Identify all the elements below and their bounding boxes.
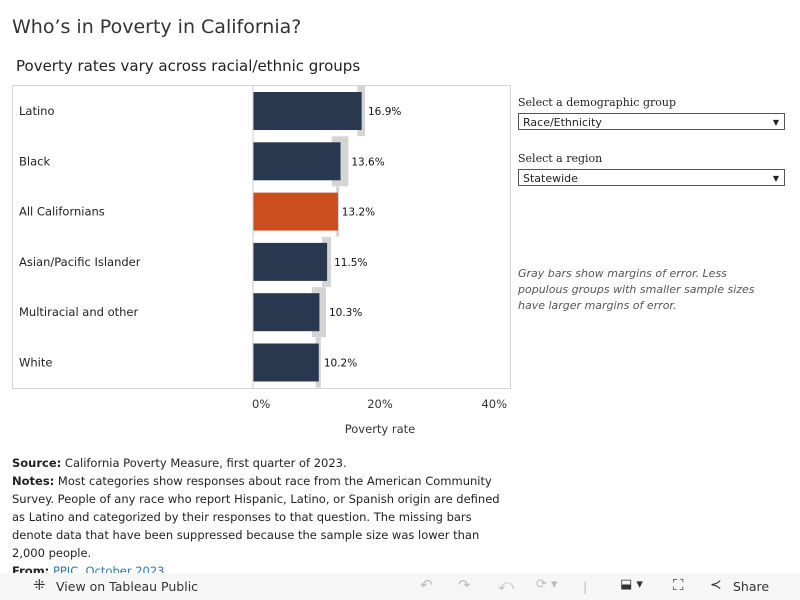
x-tick-label: 20% — [367, 397, 393, 411]
tableau-toolbar: ⁜ View on Tableau Public ↶ ↷ ⤺ ⟳ ▾ | ⬓ ▾… — [0, 573, 800, 600]
source-label: Source: — [12, 456, 62, 470]
fullscreen-icon[interactable]: ⛶ — [673, 576, 684, 594]
x-tick-label: 0% — [252, 397, 270, 411]
data-label: 11.5% — [334, 257, 367, 269]
bar-chart: Latino 16.9% Black 13.6% All Californians 13.… — [19, 86, 401, 388]
refresh-icon[interactable]: ⟳ ▾ — [536, 577, 558, 592]
dropdown-arrow-icon: ▼ — [772, 174, 779, 183]
x-axis-title: Poverty rate — [345, 422, 416, 436]
region-select[interactable]: Statewide ▼ — [518, 169, 785, 186]
category-label: Multiracial and other — [19, 305, 139, 319]
data-label: 16.9% — [368, 106, 401, 118]
dropdown-arrow-icon: ▼ — [772, 118, 779, 127]
notes-text: Most categories show responses about rac… — [12, 474, 500, 560]
share-icon[interactable]: ≺ — [710, 577, 722, 593]
category-label: All Californians — [19, 205, 105, 219]
bar — [253, 92, 362, 130]
data-label: 10.2% — [324, 358, 357, 370]
margin-of-error-note: Gray bars show margins of error. Less po… — [518, 267, 755, 312]
x-axis: 0% 20% 40% Poverty rate — [252, 397, 507, 436]
undo-icon[interactable]: ↶ — [420, 576, 433, 594]
toolbar-divider: | — [583, 579, 588, 594]
category-label: Latino — [19, 104, 54, 118]
data-label: 10.3% — [329, 307, 362, 319]
x-tick-label: 40% — [481, 397, 507, 411]
chart-plot-area: Latino 16.9% Black 13.6% All Californians 13.… — [12, 85, 511, 389]
page-title: Who’s in Poverty in California? — [12, 16, 302, 38]
bar — [253, 142, 341, 181]
group-filter-label: Select a demographic group — [518, 96, 677, 109]
category-label: Asian/Pacific Islander — [19, 255, 141, 269]
bar — [253, 343, 319, 382]
view-on-tableau-button[interactable]: View on Tableau Public — [56, 579, 199, 594]
category-label: Black — [19, 154, 50, 168]
bar — [253, 242, 328, 281]
bar — [253, 293, 320, 332]
category-label: White — [19, 356, 52, 370]
redo-icon[interactable]: ↷ — [458, 576, 471, 594]
group-select-value: Race/Ethnicity — [523, 116, 602, 129]
region-select-value: Statewide — [523, 172, 578, 185]
source-text: California Poverty Measure, first quarte… — [61, 456, 347, 470]
share-button[interactable]: Share — [733, 579, 770, 594]
tableau-logo-icon: ⁜ — [33, 576, 46, 594]
notes-label: Notes: — [12, 474, 55, 488]
data-label: 13.2% — [342, 207, 375, 219]
revert-icon[interactable]: ⤺ — [498, 576, 515, 594]
bar — [253, 192, 338, 231]
footer-notes: Source: California Poverty Measure, firs… — [12, 454, 512, 580]
chart-subtitle: Poverty rates vary across racial/ethnic … — [16, 57, 361, 75]
data-label: 13.6% — [351, 156, 384, 168]
group-select[interactable]: Race/Ethnicity ▼ — [518, 113, 785, 130]
download-icon[interactable]: ⬓ ▾ — [620, 577, 643, 592]
region-filter-label: Select a region — [518, 152, 603, 165]
